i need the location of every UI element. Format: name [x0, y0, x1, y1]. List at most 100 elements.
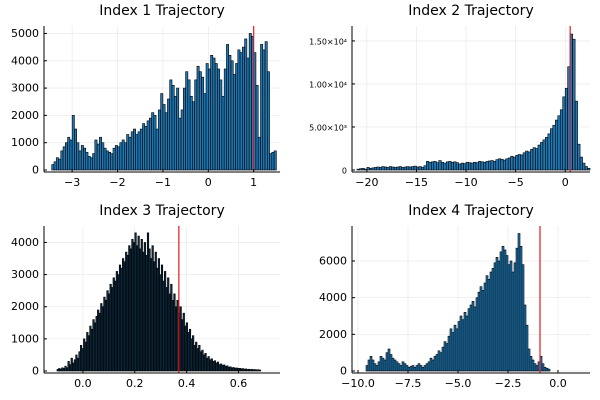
- histogram-bar: [271, 151, 275, 171]
- panel-index-4: Index 4 Trajectory −10.0 −7.5 −5.0 −2.5 0.0 0 2…: [319, 203, 590, 390]
- histogram-bar: [443, 162, 447, 171]
- histogram-bar: [497, 158, 502, 171]
- histogram-bar: [527, 151, 531, 171]
- histogram-bar: [535, 148, 539, 171]
- histogram-bar: [475, 162, 479, 171]
- x-tick-label: 0.6: [230, 377, 248, 390]
- histogram-bar: [547, 133, 551, 171]
- histogram-bar: [78, 150, 82, 171]
- histogram-bar: [169, 79, 173, 171]
- y-tick-label: 5000: [11, 27, 39, 40]
- histogram-bar: [359, 168, 363, 171]
- histogram-bar: [148, 117, 152, 171]
- y-tick-label: 3000: [11, 82, 39, 95]
- histogram-bar: [108, 151, 112, 171]
- histogram-bar: [162, 104, 166, 171]
- y-tick-label: 4000: [319, 291, 347, 304]
- histogram-bar: [386, 167, 390, 171]
- histogram-bar: [411, 166, 415, 171]
- y-tick-label: 1000: [11, 136, 39, 149]
- histogram-bar: [80, 145, 84, 171]
- histogram-bar: [376, 166, 380, 171]
- histogram-bar: [450, 161, 454, 171]
- histogram-bar: [512, 156, 516, 171]
- bar-series: [356, 33, 591, 171]
- x-tick-label: 0.0: [74, 377, 92, 390]
- histogram-bar: [391, 166, 395, 171]
- histogram-bar: [228, 55, 232, 171]
- histogram-bar: [257, 136, 261, 171]
- histogram-bar: [483, 161, 487, 171]
- histogram-bar: [396, 166, 400, 171]
- histogram-bar: [87, 156, 91, 171]
- histogram-bar: [584, 166, 588, 171]
- histogram-bar: [237, 49, 241, 171]
- chart-title: Index 3 Trajectory: [99, 203, 224, 219]
- histogram-bar: [232, 74, 236, 171]
- histogram-bar: [258, 369, 262, 372]
- histogram-bar: [96, 143, 100, 171]
- y-tick-label: 0: [340, 365, 347, 378]
- histogram-bar: [103, 147, 107, 171]
- histogram-bar: [71, 115, 75, 171]
- histogram-bar: [507, 157, 511, 171]
- histogram-bar: [164, 112, 168, 171]
- histogram-bar: [92, 153, 96, 171]
- histogram-bar: [505, 158, 509, 171]
- histogram-bar: [587, 167, 591, 171]
- x-tick-label: −7.5: [395, 377, 422, 390]
- x-tick-label: 1: [250, 176, 257, 189]
- histogram-bar: [545, 136, 549, 171]
- histogram-bar: [418, 166, 422, 171]
- histogram-bar: [515, 155, 519, 171]
- histogram-bar: [201, 76, 205, 171]
- histogram-bar: [510, 155, 514, 171]
- histogram-bar: [269, 153, 273, 171]
- histogram-bar: [196, 65, 200, 171]
- histogram-bar: [388, 166, 392, 171]
- histogram-bar: [423, 165, 427, 171]
- histogram-bar: [374, 167, 378, 171]
- chart-title: Index 1 Trajectory: [99, 3, 224, 19]
- histogram-bar: [273, 150, 277, 171]
- histogram-bar: [428, 161, 432, 171]
- histogram-bar: [212, 57, 216, 171]
- histogram-bar: [223, 68, 227, 171]
- histogram-bar: [89, 157, 93, 171]
- histogram-bar: [493, 161, 497, 171]
- histogram-bar: [431, 161, 435, 171]
- histogram-bar: [369, 167, 373, 171]
- x-tick-label: −5: [508, 176, 524, 189]
- histogram-bar: [189, 95, 193, 171]
- x-tick-label: 0: [205, 176, 212, 189]
- histogram-bar: [53, 161, 57, 171]
- x-tick-label: −3: [64, 176, 80, 189]
- histogram-bar: [239, 52, 243, 171]
- histogram-bar: [221, 95, 225, 171]
- histogram-bar: [160, 93, 164, 171]
- histogram-bar: [142, 123, 146, 171]
- histogram-bar: [137, 131, 141, 171]
- panel-index-3: Index 3 Trajectory 0.0 0.2 0.4 0.6 0 1000 2000 3…: [11, 203, 280, 390]
- histogram-bar: [562, 96, 566, 171]
- y-tick-label: 6000: [319, 255, 347, 268]
- histogram-bar: [121, 139, 125, 171]
- y-tick-label: 2000: [11, 300, 39, 313]
- histogram-bar: [74, 128, 77, 171]
- histogram-bar: [401, 167, 405, 171]
- histogram-bar: [60, 150, 64, 171]
- histogram-bar: [522, 152, 526, 171]
- histogram-bar: [62, 146, 66, 171]
- histogram-bar: [460, 162, 464, 171]
- y-tick-label: 4000: [11, 54, 39, 67]
- histogram-bar: [458, 163, 462, 171]
- histogram-bar: [207, 68, 211, 171]
- histogram-bar: [577, 143, 581, 171]
- histogram-bar: [173, 95, 177, 171]
- histogram-bar: [114, 145, 118, 171]
- histogram-bar: [557, 115, 561, 171]
- histogram-bar: [262, 49, 266, 171]
- x-tick-label: 0.2: [126, 377, 144, 390]
- histogram-bar: [465, 161, 469, 171]
- histogram-bar: [146, 120, 150, 171]
